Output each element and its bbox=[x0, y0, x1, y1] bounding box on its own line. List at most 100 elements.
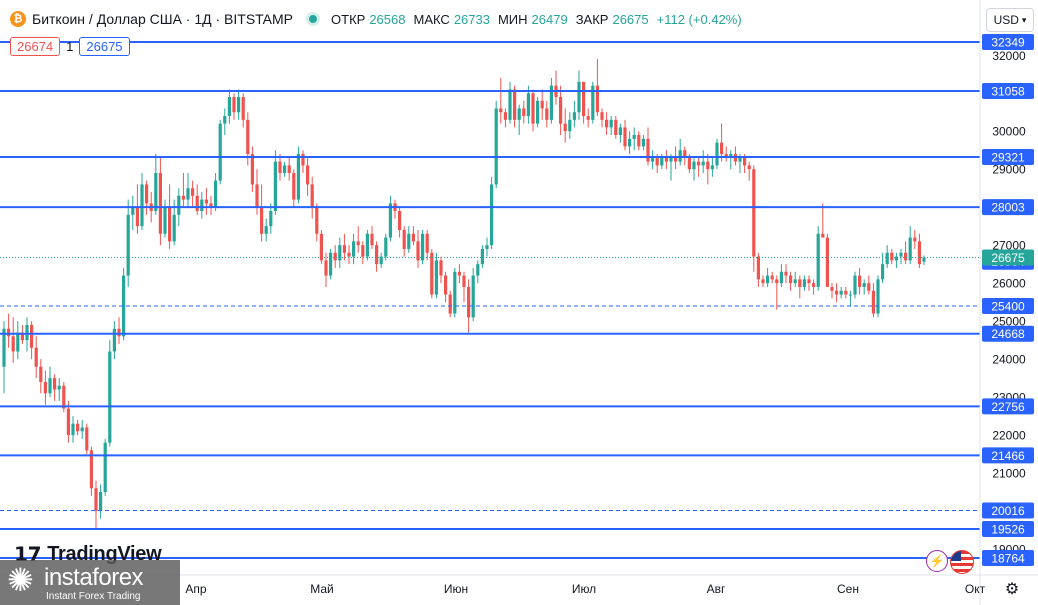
candle-body bbox=[467, 286, 471, 318]
candle bbox=[595, 59, 599, 117]
candle bbox=[11, 317, 15, 363]
level-label-text: 19526 bbox=[991, 523, 1025, 537]
candle bbox=[480, 245, 484, 268]
candle-body bbox=[807, 279, 811, 284]
y-tick-label: 21000 bbox=[992, 467, 1026, 481]
candle bbox=[181, 173, 185, 208]
candle bbox=[816, 226, 820, 291]
candle-body bbox=[729, 154, 733, 158]
candle-body bbox=[913, 237, 917, 242]
candle-body bbox=[651, 157, 655, 162]
candle bbox=[678, 138, 682, 166]
x-tick-label: Авг bbox=[707, 582, 726, 596]
currency-select[interactable]: USD ▾ bbox=[986, 8, 1034, 32]
candle bbox=[145, 180, 149, 215]
symbol-title[interactable]: Биткоин / Доллар США · 1Д · BITSTAMP bbox=[32, 11, 294, 27]
candle bbox=[766, 267, 770, 287]
candle bbox=[135, 184, 139, 234]
candle bbox=[908, 226, 912, 265]
candle bbox=[154, 154, 158, 215]
candle bbox=[310, 176, 314, 219]
candle-body bbox=[402, 229, 406, 249]
candle-body bbox=[517, 108, 521, 120]
candle-body bbox=[71, 423, 75, 436]
candle-body bbox=[766, 275, 770, 284]
candle bbox=[885, 245, 889, 268]
ask-button[interactable]: 26675 bbox=[79, 37, 130, 56]
lightning-icon[interactable]: ⚡ bbox=[926, 550, 948, 572]
close-label: ЗАКР bbox=[575, 11, 609, 27]
candle-body bbox=[743, 157, 747, 166]
candle-body bbox=[747, 165, 751, 170]
candle-body bbox=[545, 108, 549, 120]
candle bbox=[356, 226, 360, 253]
candle bbox=[568, 112, 572, 139]
level-label: 18764 bbox=[982, 550, 1034, 566]
candle bbox=[122, 267, 126, 341]
candle-body bbox=[53, 378, 57, 390]
symbol-row[interactable]: ₿ Биткоин / Доллар США · 1Д · BITSTAMP О… bbox=[10, 11, 742, 27]
candle bbox=[798, 275, 802, 299]
level-label-bg bbox=[982, 199, 1034, 216]
candle bbox=[715, 138, 719, 170]
candle bbox=[775, 275, 779, 310]
x-tick-label: Май bbox=[310, 582, 334, 596]
candle bbox=[250, 146, 254, 192]
candle bbox=[904, 241, 908, 265]
candle bbox=[747, 161, 751, 181]
settings-icon[interactable]: ⚙ bbox=[1004, 581, 1020, 598]
candle bbox=[641, 135, 645, 151]
candle-body bbox=[582, 81, 586, 117]
candle-body bbox=[904, 252, 908, 261]
candle bbox=[545, 100, 549, 128]
candle bbox=[57, 378, 61, 401]
candle-body bbox=[388, 203, 392, 238]
bid-button[interactable]: 26674 bbox=[10, 37, 61, 56]
candle bbox=[398, 207, 402, 238]
candle bbox=[370, 226, 374, 249]
candle-body bbox=[425, 233, 429, 253]
candle-body bbox=[480, 248, 484, 265]
candle bbox=[807, 275, 811, 291]
y-tick-label: 22000 bbox=[992, 429, 1026, 443]
candle-body bbox=[434, 260, 438, 295]
time-axis[interactable]: Апр Май Июн Июл Авг Сен Окт bbox=[185, 582, 985, 596]
candle bbox=[605, 112, 609, 136]
candle-body bbox=[209, 203, 213, 208]
instaforex-name: instaforex bbox=[44, 564, 144, 591]
last-price-text: 26675 bbox=[991, 251, 1025, 265]
candle-body bbox=[922, 257, 926, 262]
candle-body bbox=[135, 207, 139, 227]
candle-body bbox=[789, 275, 793, 284]
candle bbox=[214, 173, 218, 211]
candle bbox=[761, 275, 765, 287]
candle bbox=[287, 157, 291, 181]
candle-body bbox=[605, 119, 609, 128]
level-label: 21466 bbox=[982, 447, 1034, 464]
candle bbox=[338, 237, 342, 268]
candle-body bbox=[287, 165, 291, 174]
candle-body bbox=[273, 161, 277, 211]
candle-body bbox=[674, 157, 678, 162]
level-label-bg bbox=[982, 550, 1034, 566]
candle-body bbox=[255, 184, 259, 208]
candle-body bbox=[108, 351, 112, 443]
candle-body bbox=[881, 264, 885, 280]
candle bbox=[664, 150, 668, 170]
candle-body bbox=[503, 112, 507, 120]
candle-body bbox=[798, 279, 802, 287]
candle-body bbox=[692, 161, 696, 170]
candle bbox=[361, 241, 365, 265]
candle bbox=[632, 127, 636, 151]
candle-body bbox=[526, 93, 530, 117]
candle bbox=[683, 146, 687, 166]
us-flag-icon[interactable] bbox=[950, 550, 974, 574]
candle-body bbox=[522, 108, 526, 117]
candle-body bbox=[485, 245, 489, 249]
x-tick-label: Сен bbox=[837, 582, 859, 596]
y-tick-label: 29000 bbox=[992, 163, 1026, 177]
candle-body bbox=[444, 275, 448, 295]
candle-body bbox=[862, 283, 866, 287]
candle bbox=[802, 275, 806, 291]
